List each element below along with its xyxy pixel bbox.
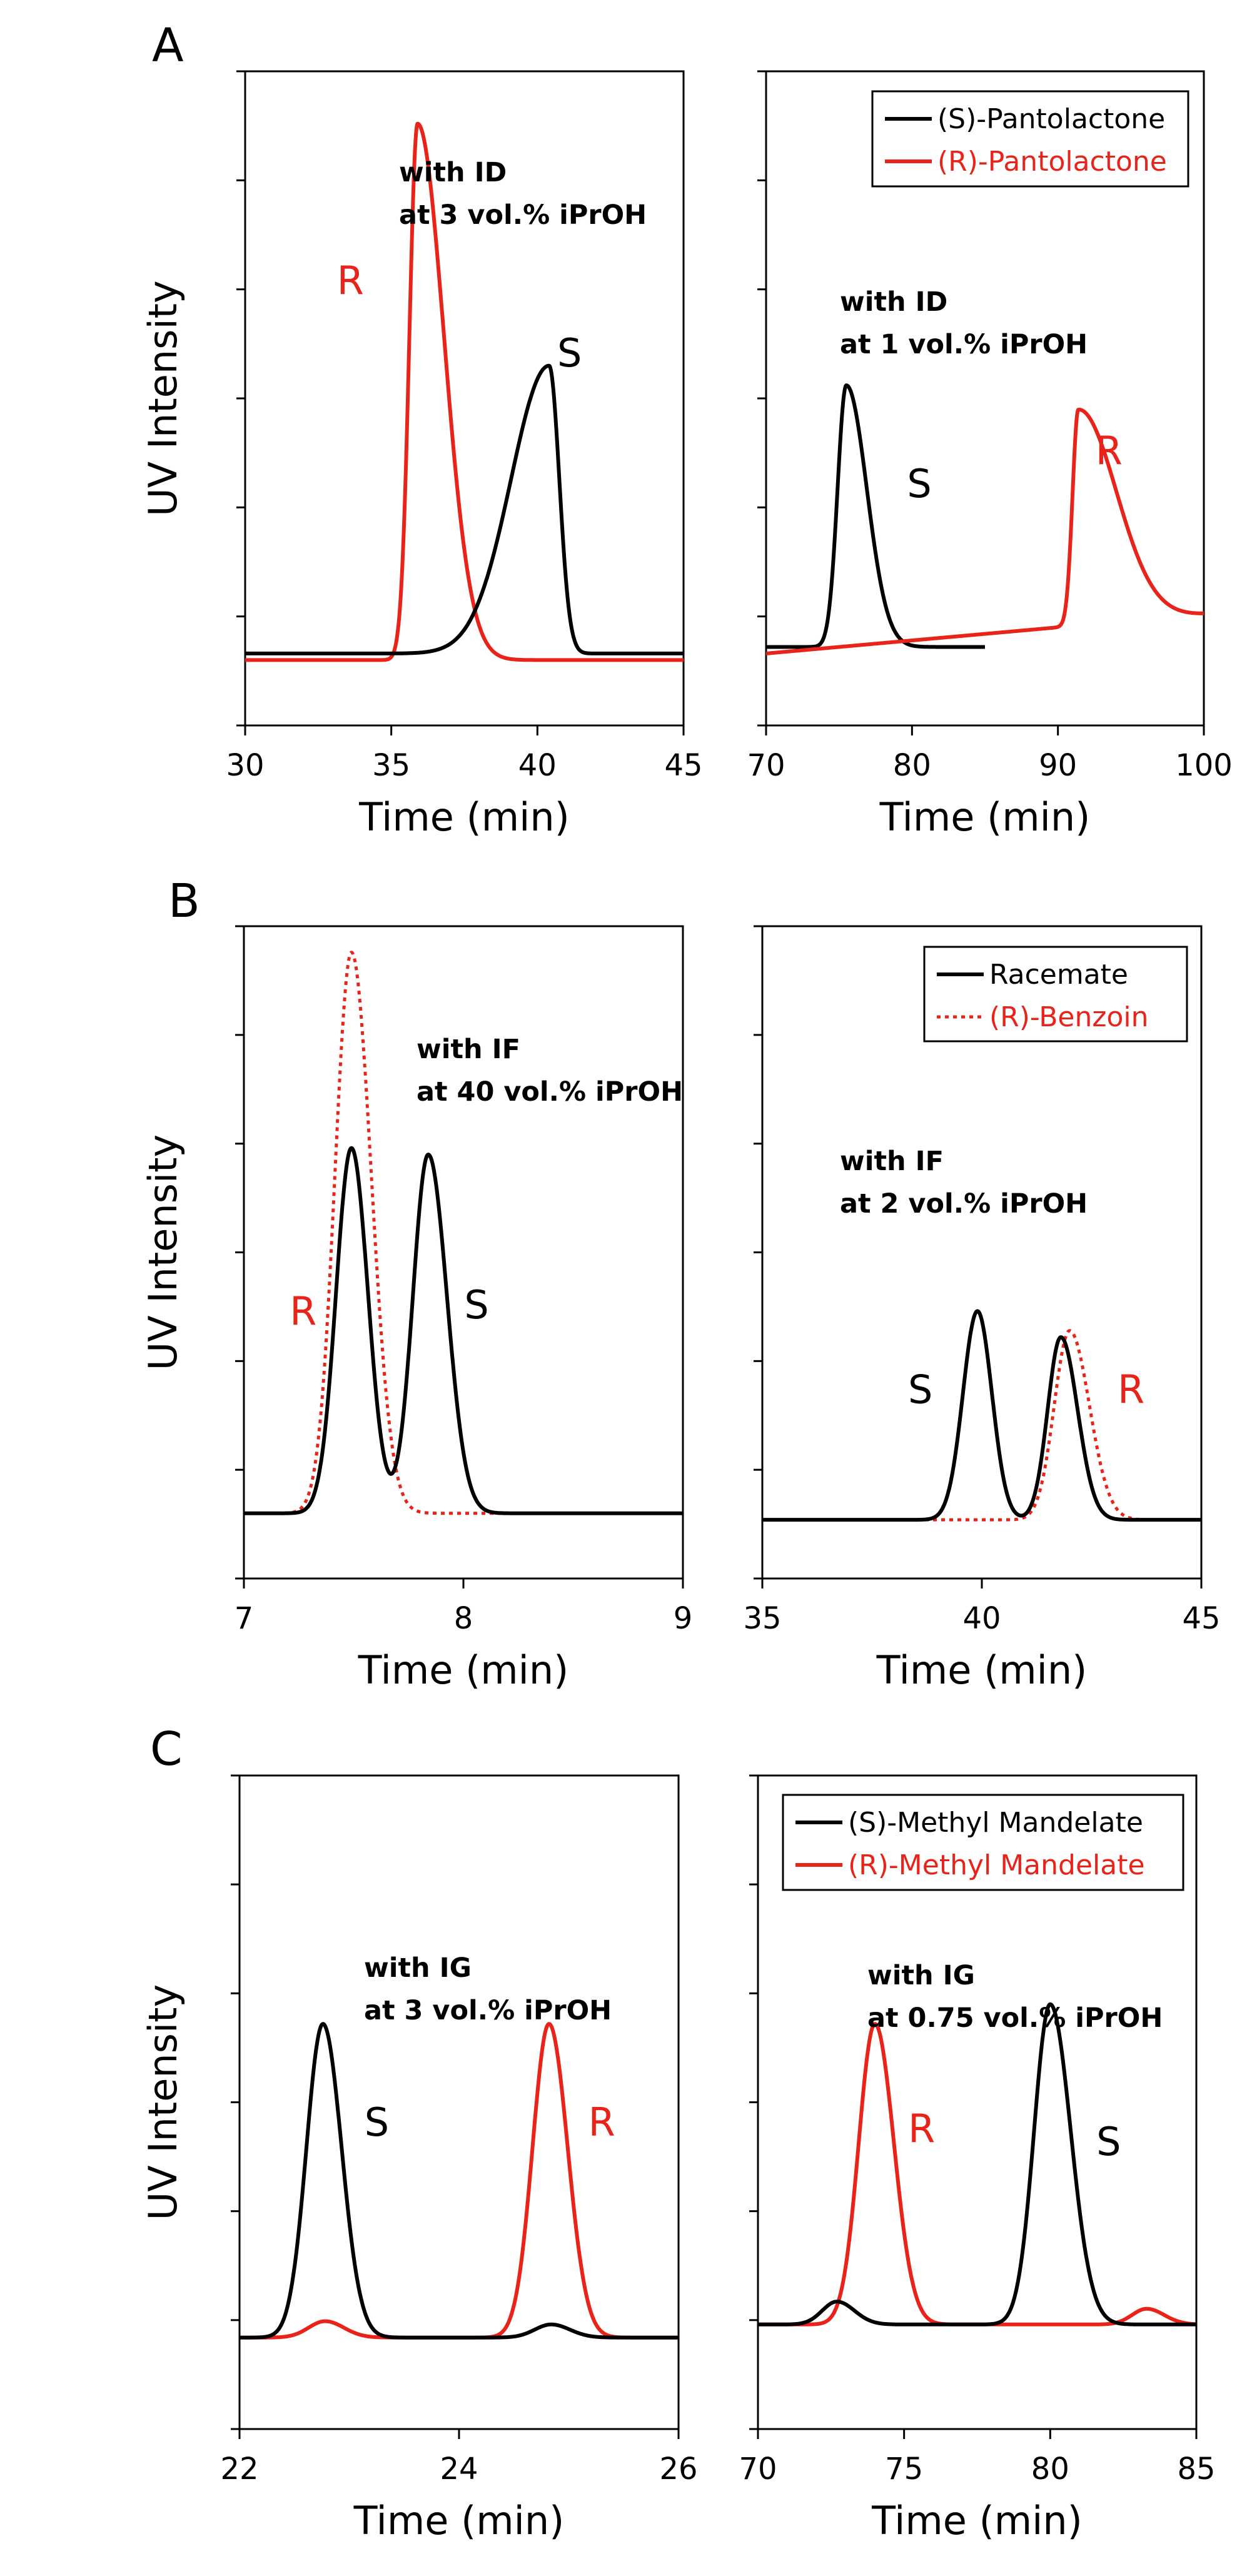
x-tick-label: 22 <box>220 2452 258 2487</box>
x-tick-label: 45 <box>1182 1601 1220 1636</box>
x-tick-label: 80 <box>1031 2452 1069 2487</box>
x-tick-label: 90 <box>1039 748 1077 783</box>
peak-label-r: R <box>588 2099 615 2145</box>
peak-label-s: S <box>908 1367 932 1413</box>
panel-letter-a: A <box>152 19 184 73</box>
x-tick-label: 8 <box>454 1601 473 1636</box>
legend-label: (R)-Benzoin <box>989 1001 1148 1033</box>
series-line-black <box>244 363 685 655</box>
legend-label: (R)-Pantolactone <box>937 146 1167 178</box>
x-tick-label: 7 <box>235 1601 254 1636</box>
peak-label-r: R <box>1096 428 1123 474</box>
condition-annotation: at 0.75 vol.% iPrOH <box>867 2003 1163 2034</box>
y-axis-title: UV Intensity <box>140 1984 186 2220</box>
x-axis-title: Time (min) <box>358 1647 569 1693</box>
x-tick-label: 26 <box>659 2452 697 2487</box>
legend: (S)-Methyl Mandelate (R)-Methyl Mandelate <box>782 1794 1184 1891</box>
condition-annotation: with IF <box>840 1146 944 1177</box>
condition-annotation: at 1 vol.% iPrOH <box>840 329 1088 360</box>
condition-annotation: with IF <box>416 1034 520 1065</box>
series-line-red <box>761 1329 1203 1522</box>
x-tick-label: 9 <box>674 1601 693 1636</box>
x-tick-label: 80 <box>893 748 931 783</box>
y-axis-title: UV Intensity <box>140 1134 186 1370</box>
x-tick-label: 100 <box>1175 748 1233 783</box>
series-line-black <box>764 383 987 649</box>
legend-box <box>923 946 1188 1043</box>
x-tick-label: 24 <box>440 2452 478 2487</box>
x-tick-label: 45 <box>664 748 702 783</box>
condition-annotation: at 3 vol.% iPrOH <box>364 1995 612 2026</box>
series-line-red <box>757 2022 1198 2326</box>
legend-box <box>871 90 1189 188</box>
series-line-black <box>238 2022 680 2340</box>
condition-annotation: with IG <box>867 1960 975 1991</box>
legend: Racemate (R)-Benzoin <box>923 946 1188 1043</box>
panel-letter-c: C <box>150 1722 183 1776</box>
peak-label-s: S <box>907 461 931 507</box>
plot-frame <box>243 925 684 1580</box>
peak-label-s: S <box>464 1282 488 1328</box>
panel-letter-b: B <box>168 874 200 928</box>
peak-label-s: S <box>557 330 582 376</box>
peak-label-r: R <box>908 2106 935 2151</box>
peak-label-s: S <box>365 2099 389 2145</box>
legend: (S)-Pantolactone (R)-Pantolactone <box>871 90 1189 188</box>
x-axis-title: Time (min) <box>879 794 1091 840</box>
x-tick-label: 70 <box>739 2452 777 2487</box>
x-axis-title: Time (min) <box>358 794 570 840</box>
legend-label: (R)-Methyl Mandelate <box>848 1849 1145 1881</box>
condition-annotation: at 40 vol.% iPrOH <box>416 1076 683 1108</box>
x-axis-title: Time (min) <box>876 1647 1088 1693</box>
x-tick-label: 75 <box>885 2452 923 2487</box>
series-line-black <box>761 1309 1203 1522</box>
x-tick-label: 30 <box>226 748 264 783</box>
peak-label-s: S <box>1096 2119 1121 2164</box>
x-tick-label: 70 <box>747 748 785 783</box>
legend-label: (S)-Pantolactone <box>937 103 1165 135</box>
condition-annotation: at 2 vol.% iPrOH <box>840 1188 1088 1220</box>
peak-label-r: R <box>1118 1367 1144 1413</box>
condition-annotation: with ID <box>399 157 507 188</box>
y-axis-title: UV Intensity <box>140 280 186 516</box>
x-axis-title: Time (min) <box>871 2498 1083 2543</box>
x-tick-label: 35 <box>743 1601 781 1636</box>
legend-box <box>782 1794 1184 1891</box>
x-axis-title: Time (min) <box>353 2498 565 2543</box>
condition-annotation: with IG <box>364 1952 472 1984</box>
peak-label-r: R <box>337 258 364 304</box>
legend-label: Racemate <box>989 959 1128 991</box>
legend-label: (S)-Methyl Mandelate <box>848 1807 1143 1839</box>
condition-annotation: at 3 vol.% iPrOH <box>399 200 647 231</box>
x-tick-label: 40 <box>518 748 557 783</box>
series-line-black <box>757 2002 1198 2326</box>
peak-label-r: R <box>290 1288 316 1334</box>
series-line-black <box>243 1146 684 1515</box>
series-line-red <box>765 408 1205 655</box>
x-tick-label: 85 <box>1177 2452 1215 2487</box>
x-tick-label: 35 <box>372 748 410 783</box>
x-tick-label: 40 <box>962 1601 1001 1636</box>
condition-annotation: with ID <box>840 286 947 318</box>
series-line-red <box>244 121 685 662</box>
